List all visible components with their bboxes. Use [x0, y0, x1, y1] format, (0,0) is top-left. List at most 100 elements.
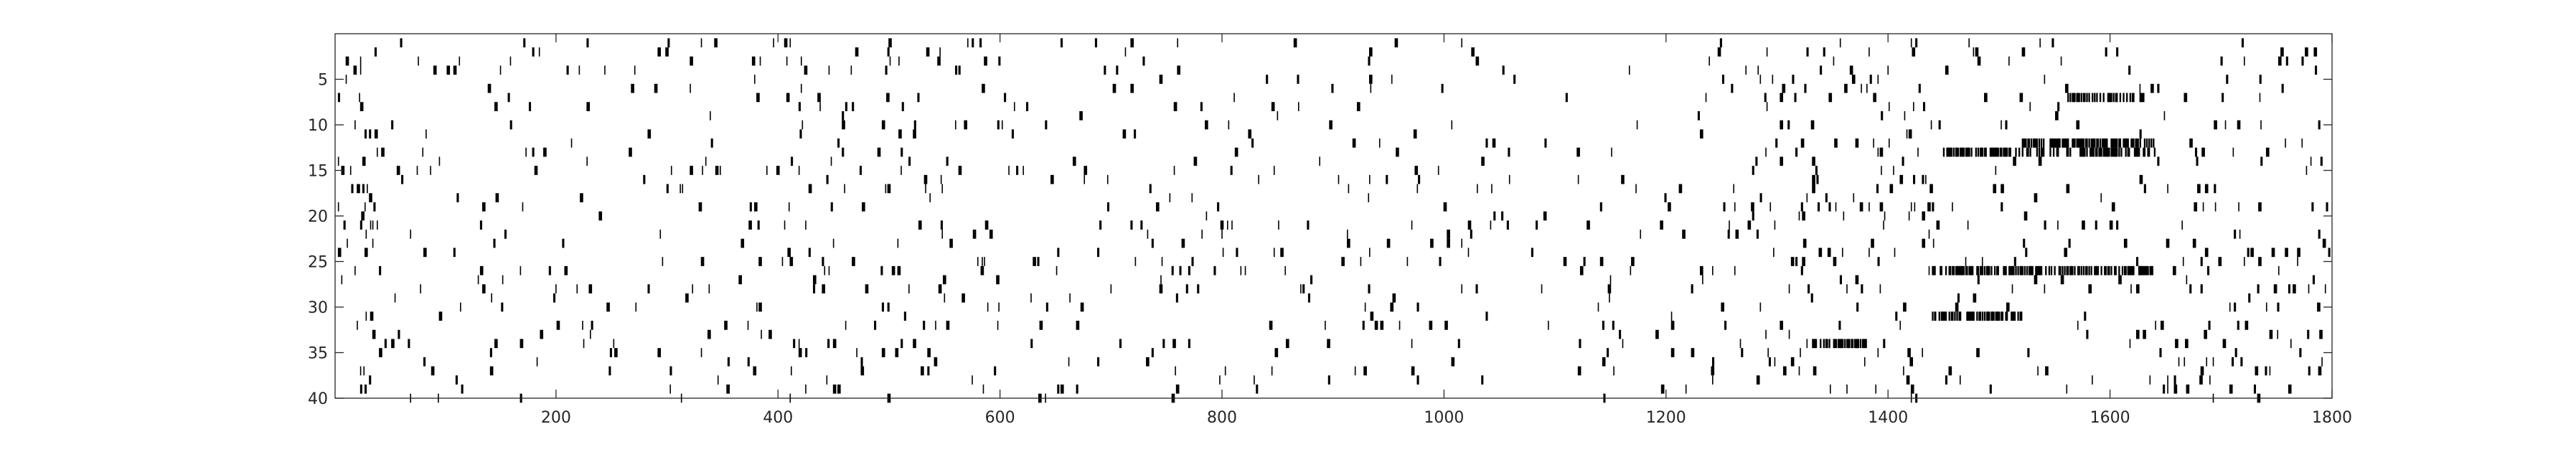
- raster-event: [972, 230, 977, 239]
- raster-event: [2150, 265, 2153, 276]
- raster-event: [1877, 348, 1879, 357]
- raster-event: [1965, 265, 1968, 276]
- raster-event: [2189, 284, 2192, 293]
- raster-event: [817, 93, 821, 103]
- raster-event: [2038, 265, 2041, 276]
- raster-event: [1169, 193, 1171, 202]
- raster-event: [2060, 275, 2064, 285]
- raster-event: [1788, 284, 1790, 293]
- raster-event: [1429, 321, 1433, 330]
- raster-event: [2021, 265, 2023, 276]
- raster-event: [1185, 284, 1188, 293]
- raster-event: [1804, 83, 1807, 93]
- raster-event: [844, 184, 845, 194]
- raster-event: [2090, 147, 2092, 157]
- raster-event: [1583, 257, 1586, 266]
- raster-event: [1149, 184, 1152, 194]
- raster-event: [2080, 147, 2082, 157]
- raster-event: [1991, 147, 1994, 157]
- raster-event: [666, 184, 669, 194]
- raster-event: [2182, 257, 2184, 266]
- raster-event: [2149, 265, 2151, 276]
- raster-event: [509, 120, 512, 130]
- raster-event: [2054, 265, 2056, 276]
- raster-event: [1895, 311, 1898, 321]
- raster-event: [1774, 357, 1776, 367]
- raster-event: [1918, 83, 1921, 93]
- raster-event: [2078, 138, 2080, 148]
- raster-event: [1979, 265, 1982, 276]
- raster-event: [2131, 138, 2134, 148]
- raster-event: [1914, 202, 1916, 212]
- raster-event: [1857, 339, 1859, 349]
- raster-event: [369, 129, 372, 139]
- raster-event: [921, 366, 924, 376]
- raster-event: [2092, 147, 2094, 157]
- raster-event: [2069, 93, 2072, 103]
- raster-event: [802, 120, 804, 130]
- raster-event: [1475, 284, 1478, 293]
- raster-event: [1331, 83, 1334, 93]
- raster-event: [1790, 257, 1795, 266]
- raster-event: [1159, 75, 1163, 84]
- raster-event: [528, 102, 532, 111]
- x-tick-label: 400: [763, 409, 793, 427]
- raster-event: [2107, 93, 2110, 103]
- raster-row-10: [354, 120, 2321, 130]
- raster-event: [1997, 265, 1999, 276]
- raster-event: [923, 174, 928, 184]
- raster-event: [1411, 220, 1413, 230]
- raster-event: [2034, 193, 2038, 202]
- raster-event: [1418, 174, 1421, 184]
- raster-event: [1859, 339, 1862, 349]
- raster-event: [2140, 93, 2143, 103]
- raster-event: [2206, 357, 2208, 367]
- raster-event: [2092, 375, 2093, 385]
- raster-event: [1757, 65, 1759, 75]
- raster-event: [479, 220, 482, 230]
- raster-event: [647, 129, 652, 139]
- raster-event: [1414, 166, 1419, 175]
- raster-event: [1966, 147, 1968, 157]
- raster-event: [362, 184, 365, 194]
- raster-event: [494, 102, 498, 111]
- raster-event: [586, 102, 591, 111]
- raster-event: [1833, 56, 1835, 66]
- raster-event: [1938, 311, 1940, 321]
- raster-event: [929, 193, 931, 202]
- y-tick-label: 35: [308, 345, 328, 363]
- raster-event: [1670, 311, 1673, 321]
- raster-row-27: [341, 275, 2316, 285]
- raster-event: [1025, 102, 1029, 111]
- raster-row-5: [345, 75, 2262, 84]
- raster-event: [1881, 166, 1882, 175]
- raster-event: [2015, 147, 2017, 157]
- raster-event: [2005, 120, 2008, 130]
- raster-event: [2099, 138, 2102, 148]
- raster-event: [2086, 147, 2088, 157]
- raster-event: [1576, 147, 1580, 157]
- raster-event: [1416, 302, 1419, 312]
- raster-event: [1993, 147, 1995, 157]
- raster-event: [1599, 257, 1604, 266]
- raster-event: [359, 366, 362, 376]
- raster-event: [2308, 284, 2310, 293]
- raster-event: [852, 102, 855, 111]
- raster-event: [1759, 302, 1762, 312]
- raster-event: [1952, 311, 1954, 321]
- raster-event: [647, 284, 650, 293]
- raster-event: [1008, 166, 1010, 175]
- raster-event: [2088, 93, 2090, 103]
- raster-event: [2128, 65, 2131, 75]
- raster-event: [669, 366, 672, 376]
- raster-event: [1957, 293, 1960, 303]
- raster-event: [2021, 311, 2023, 321]
- raster-event: [828, 65, 830, 75]
- raster-event: [2200, 284, 2203, 293]
- raster-event: [937, 56, 941, 66]
- raster-event: [1179, 265, 1182, 276]
- raster-event: [2026, 147, 2029, 157]
- raster-event: [1998, 311, 2001, 321]
- raster-event: [614, 348, 618, 357]
- raster-event: [940, 174, 942, 184]
